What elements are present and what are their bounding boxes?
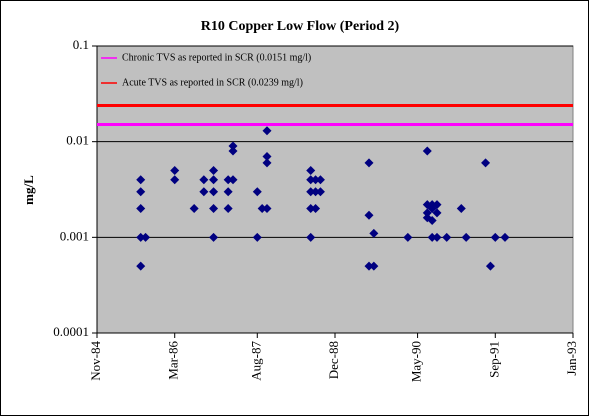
data-point (223, 204, 233, 214)
x-tick-label: Mar-86 (166, 341, 181, 380)
data-point (315, 175, 325, 185)
data-point (257, 204, 267, 214)
data-point (199, 187, 209, 197)
data-point (189, 204, 199, 214)
data-point (228, 141, 238, 151)
data-point (461, 232, 471, 242)
x-tick-label: Nov-84 (88, 341, 103, 381)
data-point (369, 261, 379, 271)
data-point (306, 187, 316, 197)
y-tick-label: 0.01 (66, 133, 89, 148)
data-point (427, 232, 437, 242)
data-point (141, 232, 151, 242)
plot-area (96, 45, 574, 334)
data-point (315, 187, 325, 197)
data-point (485, 261, 495, 271)
data-point (252, 187, 262, 197)
data-point (427, 215, 437, 225)
data-point (209, 232, 219, 242)
data-point (136, 187, 146, 197)
data-point (306, 232, 316, 242)
data-point (170, 165, 180, 175)
data-point (228, 146, 238, 156)
data-point (223, 187, 233, 197)
data-point (136, 175, 146, 185)
data-point (364, 210, 374, 220)
data-point (136, 232, 146, 242)
x-tick-label: May-90 (409, 341, 424, 382)
data-point (252, 232, 262, 242)
x-tick-label: Aug-87 (248, 341, 263, 381)
y-tick-label: 0.0001 (53, 324, 89, 339)
data-point (209, 165, 219, 175)
data-point (306, 165, 316, 175)
data-point (262, 151, 272, 161)
data-point (209, 204, 219, 214)
data-point (481, 158, 491, 168)
data-point (209, 175, 219, 185)
data-point (490, 232, 500, 242)
data-point (422, 208, 432, 218)
y-tick-label: 0.1 (73, 37, 89, 52)
data-point (500, 232, 510, 242)
data-point (432, 232, 442, 242)
legend-label: Chronic TVS as reported in SCR (0.0151 m… (122, 52, 311, 63)
x-tick-label: Jan-93 (564, 341, 579, 376)
data-point (369, 228, 379, 238)
y-tick-label: 0.001 (60, 228, 89, 243)
data-point (209, 187, 219, 197)
data-point (223, 175, 233, 185)
y-axis-label: mg/L (21, 175, 36, 205)
data-point (262, 158, 272, 168)
data-point (364, 158, 374, 168)
data-point (136, 261, 146, 271)
data-point (364, 261, 374, 271)
data-point (136, 204, 146, 214)
data-point (311, 204, 321, 214)
data-point (432, 200, 442, 210)
data-point (442, 232, 452, 242)
data-point (199, 175, 209, 185)
chart-title: R10 Copper Low Flow (Period 2) (201, 19, 400, 34)
data-point (432, 208, 442, 218)
data-point (262, 126, 272, 136)
data-point (262, 204, 272, 214)
data-point (456, 204, 466, 214)
data-point (403, 232, 413, 242)
x-tick-label: Dec-88 (326, 341, 341, 379)
data-point (306, 175, 316, 185)
x-tick-label: Sep-91 (486, 341, 501, 378)
data-point (422, 146, 432, 156)
data-point (170, 175, 180, 185)
data-point (311, 187, 321, 197)
data-point (228, 175, 238, 185)
legend-label: Acute TVS as reported in SCR (0.0239 mg/… (122, 77, 303, 88)
data-point (306, 204, 316, 214)
data-point (311, 175, 321, 185)
